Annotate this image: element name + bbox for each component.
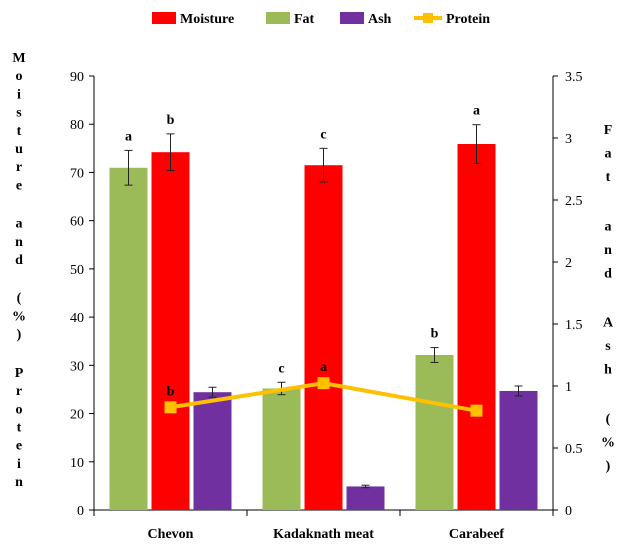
- legend-swatch-ash: [340, 12, 364, 24]
- bar-ash: [193, 392, 232, 510]
- bar-fat: [415, 355, 454, 510]
- significance-labels: a c b b c a b a: [125, 104, 480, 400]
- y-left-title-char: d: [15, 253, 23, 268]
- y-left-tick-label: 70: [70, 166, 84, 181]
- y-right-title-char: ): [606, 459, 611, 474]
- y-left-title-char: t: [17, 420, 22, 435]
- y-right-title-char: a: [605, 219, 612, 234]
- y-right-title-char: h: [604, 363, 612, 378]
- y-left-title-char: (: [17, 291, 22, 306]
- y-right-tick-label: 0: [565, 504, 572, 519]
- y-right-tick-label: 2.5: [565, 194, 583, 209]
- y-right-title-char: (: [606, 412, 611, 427]
- y-right-tick-label: 1.5: [565, 318, 583, 333]
- y-left-title-char: s: [16, 106, 22, 121]
- y-left-title-char: u: [15, 142, 23, 157]
- significance-label-fat: c: [278, 361, 284, 376]
- significance-label-moisture: a: [473, 104, 480, 119]
- y-left-tick-label: 60: [70, 215, 84, 230]
- significance-label-protein: b: [167, 384, 175, 399]
- error-bars: [124, 124, 523, 489]
- y-right-tick-label: 1: [565, 380, 572, 395]
- y-left-title-char: i: [17, 87, 21, 102]
- y-left-tick-label: 90: [70, 70, 84, 85]
- y-left-title-char: P: [15, 366, 24, 381]
- y-left-tick-label: 20: [70, 408, 84, 423]
- significance-label-fat: a: [125, 129, 132, 144]
- y-right-title-char: d: [604, 266, 612, 281]
- y-right-tick-label: 2: [565, 256, 572, 271]
- y-left-title-char: o: [16, 69, 23, 84]
- category-labels: Chevon Kadaknath meat Carabeef: [148, 527, 505, 542]
- y-left-title-char: M: [12, 51, 25, 66]
- y-left-title-char: ): [17, 328, 22, 343]
- legend-label-fat: Fat: [294, 12, 315, 27]
- category-label-chevon: Chevon: [148, 527, 194, 542]
- bar-moisture: [457, 143, 496, 510]
- y-left-title-char: r: [16, 160, 22, 175]
- y-right-title-char: t: [606, 170, 611, 185]
- y-right-title-char: s: [605, 339, 611, 354]
- y-left-title-char: t: [17, 124, 22, 139]
- y-right-title-char: F: [604, 123, 613, 138]
- bar-fat: [262, 388, 301, 510]
- legend-swatch-fat: [266, 12, 290, 24]
- y-left-title-char: n: [15, 235, 23, 250]
- legend: Moisture Fat Ash Protein: [152, 12, 490, 27]
- bar-moisture: [151, 152, 190, 511]
- legend-label-moisture: Moisture: [180, 12, 234, 27]
- y-left-title-char: i: [17, 457, 21, 472]
- axes: 0 10 20 30 40 50 60 70 80 90 0 0.5 1 1.5 2 2.5 3 3.5: [70, 70, 583, 519]
- point-protein: [317, 377, 330, 390]
- category-label-kadaknath-meat: Kadaknath meat: [273, 527, 374, 542]
- point-protein: [470, 404, 483, 417]
- protein-line: [164, 377, 483, 417]
- legend-marker-protein: [423, 13, 433, 23]
- y-right-tick-label: 0.5: [565, 442, 583, 457]
- y-left-tick-label: 0: [77, 504, 84, 519]
- y-left-title-char: e: [16, 178, 22, 193]
- y-right-title-char: a: [605, 147, 612, 162]
- bar-ash: [346, 486, 385, 510]
- y-left-tick-label: 10: [70, 456, 84, 471]
- y-left-title-char: a: [16, 217, 23, 232]
- legend-swatch-moisture: [152, 12, 176, 24]
- significance-label-protein: a: [320, 360, 327, 375]
- bar-ash: [499, 390, 538, 510]
- y-left-tick-label: 30: [70, 359, 84, 374]
- y-left-title-char: n: [15, 475, 23, 490]
- y-right-title-char: n: [604, 243, 612, 258]
- bar-fat: [109, 167, 148, 510]
- y-right-tick-label: 3: [565, 132, 572, 147]
- y-left-tick-label: 40: [70, 311, 84, 326]
- y-left-tick-label: 50: [70, 263, 84, 278]
- y-left-title-char: %: [12, 309, 26, 324]
- point-protein: [164, 401, 177, 414]
- bars: [109, 143, 538, 511]
- significance-label-moisture: b: [167, 113, 175, 128]
- y-right-title-char: A: [603, 316, 614, 331]
- significance-label-fat: b: [431, 327, 439, 342]
- legend-label-protein: Protein: [446, 12, 490, 27]
- bar-moisture: [304, 165, 343, 510]
- y-right-title-char: %: [601, 436, 615, 451]
- significance-label-moisture: c: [320, 127, 326, 142]
- y-left-title-char: o: [16, 402, 23, 417]
- y-right-tick-label: 3.5: [565, 70, 583, 85]
- category-label-carabeef: Carabeef: [449, 527, 505, 542]
- y-left-title-char: e: [16, 439, 22, 454]
- y-left-tick-label: 80: [70, 118, 84, 133]
- legend-label-ash: Ash: [368, 12, 392, 27]
- y-left-title-char: r: [16, 384, 22, 399]
